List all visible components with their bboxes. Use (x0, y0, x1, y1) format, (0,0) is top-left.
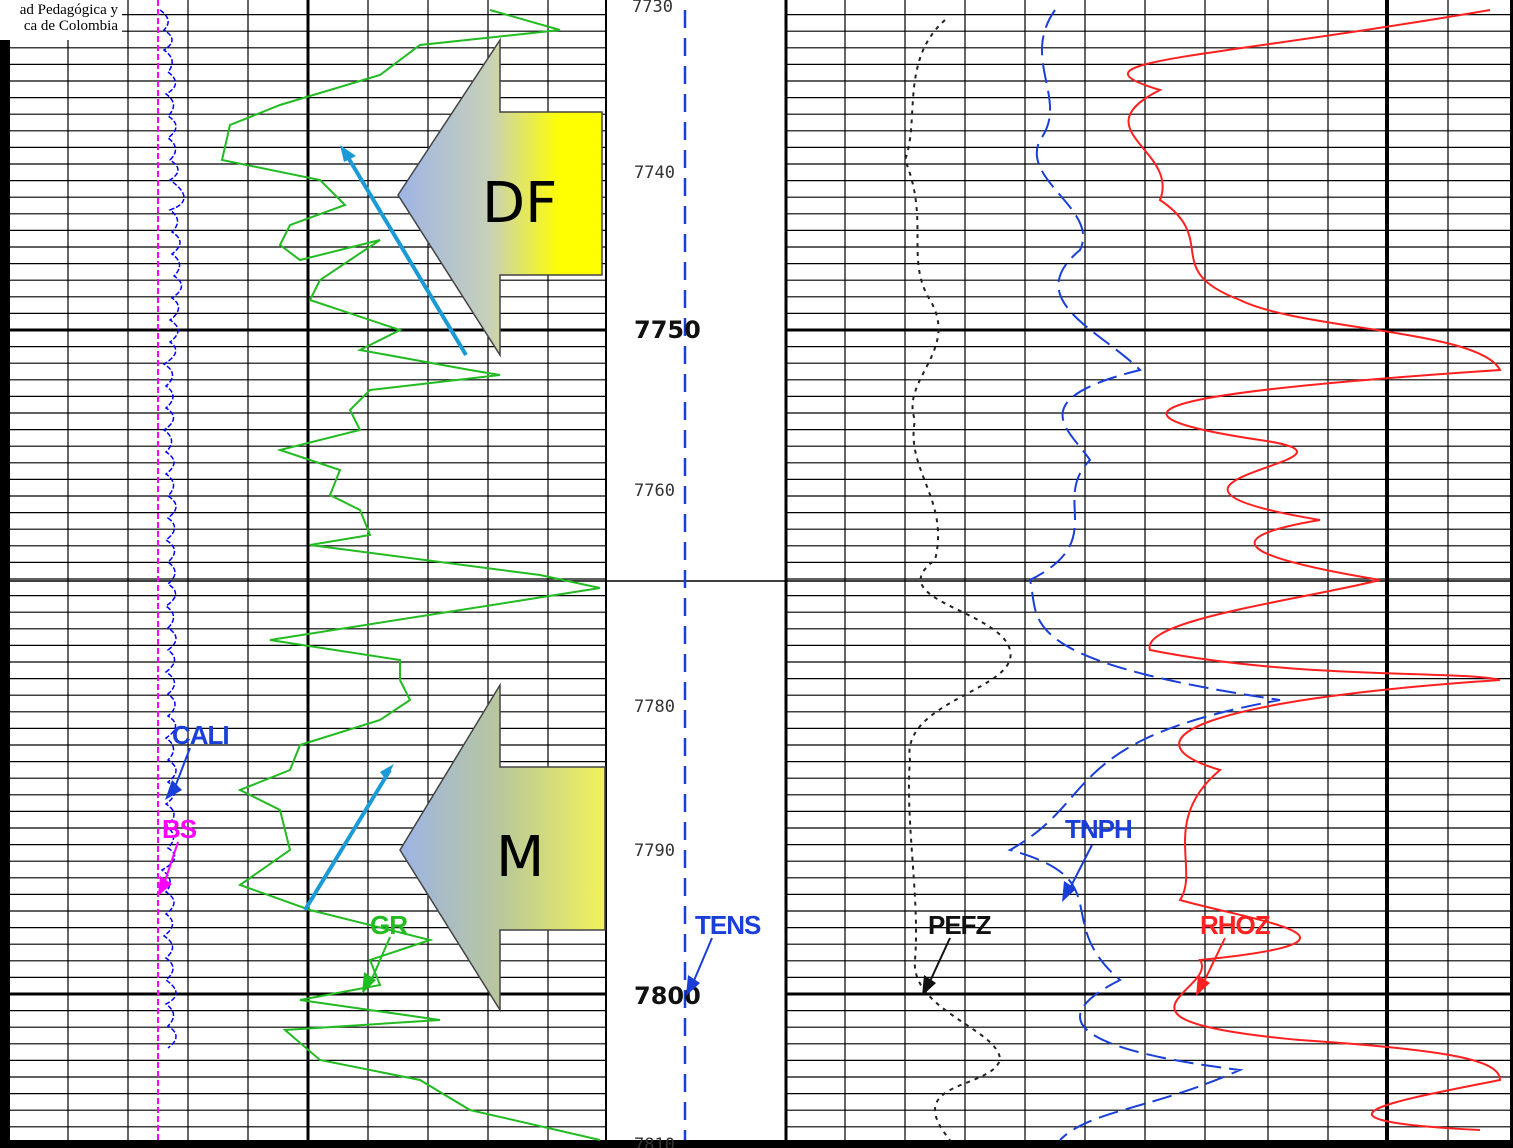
annotation: DF (482, 171, 557, 236)
curve-label: TNPH (1065, 814, 1132, 844)
cali-curve (159, 9, 185, 1049)
trend-arrowhead (380, 764, 394, 780)
pefz-curve (903, 19, 1012, 1141)
curve-label: TENS (695, 910, 761, 940)
depth-label: 7780 (634, 697, 675, 717)
gr-curve (220, 9, 601, 1141)
depth-label: 7740 (634, 163, 675, 183)
m-arrow (399, 682, 606, 1013)
rhoz-curve (1126, 9, 1502, 1131)
curve-label: CALI (172, 720, 229, 750)
trend-lines (303, 152, 468, 912)
curve-label: RHOZ (1200, 910, 1271, 940)
curve-label: BS (162, 814, 197, 844)
df-arrow (397, 37, 603, 358)
depth-label: 7810 (634, 1135, 675, 1148)
curve-label: PEFZ (928, 910, 992, 940)
depth-label: 7750 (634, 316, 701, 344)
depth-label: 7730 (632, 0, 673, 17)
curve-label: GR (370, 910, 408, 940)
depth-label: 7760 (634, 481, 675, 501)
depth-label: 7790 (634, 841, 675, 861)
curve-pointers (158, 747, 1226, 996)
header-text: ad Pedagógica y (20, 2, 119, 18)
trend-arrowhead (340, 145, 356, 162)
annotation: M (496, 825, 544, 890)
tnph-curve (1007, 9, 1281, 1141)
header-text: ca de Colombia (24, 18, 118, 34)
header-box (0, 0, 122, 40)
depth-track (606, 0, 786, 1140)
grid (10, 0, 1510, 1140)
